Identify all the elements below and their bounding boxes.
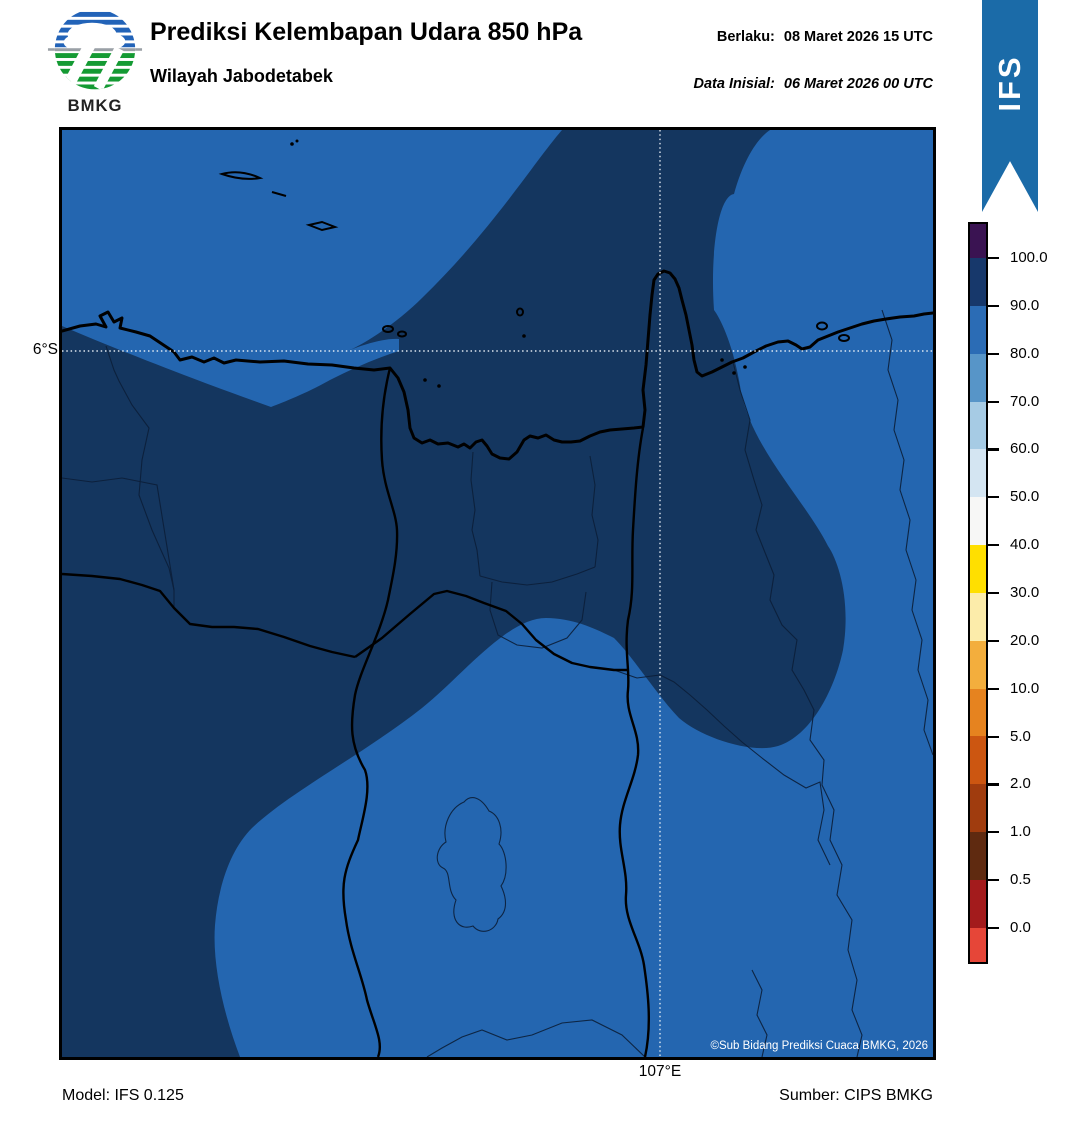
colorbar-tick-mark xyxy=(988,831,999,834)
colorbar-segment xyxy=(970,879,986,928)
colorbar-segment xyxy=(970,784,986,833)
colorbar-tick-label: 10.0 xyxy=(1010,679,1040,697)
colorbar-ticks: 100.0 90.0 80.0 70.0 60.0 50.0 40.0 30.0 20.0 10.… xyxy=(988,224,1068,962)
colorbar-tick-label: 40.0 xyxy=(1010,536,1040,554)
model-ribbon-text: IFS xyxy=(992,54,1027,112)
colorbar-tick-mark xyxy=(988,352,999,355)
colorbar-tick-mark xyxy=(988,927,999,930)
colorbar-tick-mark xyxy=(988,735,999,738)
colorbar-tick-mark xyxy=(988,592,999,595)
page-title: Prediksi Kelembapan Udara 850 hPa xyxy=(150,18,583,46)
colorbar-tick-mark xyxy=(988,448,999,451)
model-ribbon: IFS xyxy=(982,0,1038,212)
islet-dots xyxy=(290,139,747,388)
colorbar-segment xyxy=(970,592,986,641)
colorbar-tick-label: 90.0 xyxy=(1010,296,1040,314)
colorbar-segment xyxy=(970,736,986,785)
map-fill-mid-humidity-northwest xyxy=(62,130,562,407)
colorbar-segment xyxy=(970,927,986,962)
colorbar-tick-label: 80.0 xyxy=(1010,344,1040,362)
colorbar-segment xyxy=(970,258,986,306)
colorbar-tick-label: 1.0 xyxy=(1010,823,1031,841)
enclave-boundary xyxy=(436,797,507,932)
colorbar-segment xyxy=(970,497,986,546)
bmkg-logo-icon: BMKG xyxy=(47,9,143,115)
source-info: Sumber: CIPS BMKG xyxy=(779,1087,933,1104)
valid-time-value: 08 Maret 2026 15 UTC xyxy=(783,29,933,45)
colorbar-segment xyxy=(970,449,986,498)
colorbar-segment xyxy=(970,688,986,737)
colorbar xyxy=(968,222,988,964)
coastline xyxy=(62,269,933,461)
init-time-line: Data Inisial: 06 Maret 2026 00 UTC xyxy=(694,76,934,92)
colorbar-tick-label: 2.0 xyxy=(1010,775,1031,793)
colorbar-segment xyxy=(970,545,986,593)
map-fill-mid-humidity-southeast xyxy=(214,130,933,1057)
colorbar-tick-mark xyxy=(988,496,999,499)
colorbar-segment xyxy=(970,353,986,402)
colorbar-tick-label: 0.0 xyxy=(1010,919,1031,936)
humidity-map-canvas: ©Sub Bidang Prediksi Cuaca BMKG, 2026 xyxy=(62,130,933,1057)
colorbar-tick-mark xyxy=(988,544,999,547)
colorbar-tick-label: 60.0 xyxy=(1010,440,1040,458)
lon-tick-label: 107°E xyxy=(638,1063,682,1080)
valid-time-label: Berlaku: xyxy=(716,29,775,45)
admin-boundaries-thick xyxy=(62,367,651,1057)
colorbar-tick-label: 0.5 xyxy=(1010,871,1031,889)
map-copyright: ©Sub Bidang Prediksi Cuaca BMKG, 2026 xyxy=(710,1040,928,1052)
init-time-value: 06 Maret 2026 00 UTC xyxy=(783,76,933,92)
colorbar-tick-mark xyxy=(988,257,999,260)
valid-time-line: Berlaku: 08 Maret 2026 15 UTC xyxy=(717,29,933,45)
bmkg-logo-text: BMKG xyxy=(68,96,123,114)
islands xyxy=(218,171,850,342)
colorbar-segment xyxy=(970,224,986,258)
colorbar-segment xyxy=(970,401,986,450)
init-time-label: Data Inisial: xyxy=(693,76,775,92)
colorbar-tick-label: 5.0 xyxy=(1010,727,1031,745)
forecast-map: ©Sub Bidang Prediksi Cuaca BMKG, 2026 xyxy=(59,127,936,1060)
bmkg-logo: BMKG xyxy=(46,4,144,115)
colorbar-tick-mark xyxy=(988,304,999,308)
model-info: Model: IFS 0.125 xyxy=(62,1087,184,1104)
colorbar-segment xyxy=(970,832,986,880)
colorbar-segment xyxy=(970,305,986,354)
colorbar-tick-mark xyxy=(988,879,999,882)
colorbar-tick-label: 20.0 xyxy=(1010,631,1040,649)
lat-tick-label: 6°S xyxy=(32,341,58,358)
colorbar-segment xyxy=(970,640,986,689)
colorbar-tick-label: 100.0 xyxy=(1010,249,1048,266)
page-subtitle: Wilayah Jabodetabek xyxy=(150,66,333,86)
colorbar-tick-label: 30.0 xyxy=(1010,584,1040,601)
colorbar-tick-label: 70.0 xyxy=(1010,392,1040,410)
graticule xyxy=(62,130,933,1057)
colorbar-tick-mark xyxy=(988,783,999,786)
colorbar-tick-mark xyxy=(988,400,999,403)
colorbar-tick-label: 50.0 xyxy=(1010,488,1040,506)
admin-boundaries-thin xyxy=(62,309,933,1057)
colorbar-tick-mark xyxy=(988,687,999,690)
colorbar-tick-mark xyxy=(988,639,999,643)
